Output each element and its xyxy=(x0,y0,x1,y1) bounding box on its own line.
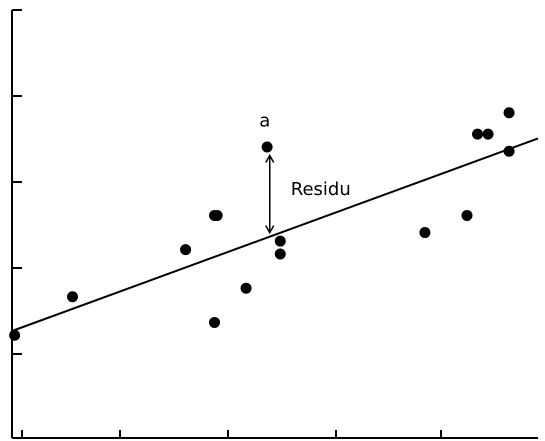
tick-marks xyxy=(12,9,442,438)
annotation-layer: a Residu xyxy=(259,110,351,199)
regression-line xyxy=(11,137,539,332)
data-point-6 xyxy=(209,316,221,328)
data-point-8 xyxy=(261,141,273,153)
data-point-15 xyxy=(503,107,515,119)
point-label-a: a xyxy=(259,110,270,131)
data-point-2 xyxy=(66,291,78,303)
data-point-16 xyxy=(503,145,515,157)
points-layer xyxy=(9,107,515,341)
data-point-3 xyxy=(180,244,192,256)
regression-layer xyxy=(11,137,539,332)
data-point-5 xyxy=(211,209,223,221)
data-point-12 xyxy=(461,209,473,221)
residual-label: Residu xyxy=(291,179,351,200)
data-point-14 xyxy=(482,128,494,140)
residual-arrow-up xyxy=(265,154,275,163)
data-point-13 xyxy=(472,128,484,140)
data-point-7 xyxy=(240,282,252,294)
residual-layer xyxy=(265,154,275,235)
data-point-10 xyxy=(274,248,286,260)
residual-arrow-down xyxy=(265,225,275,235)
data-point-1 xyxy=(9,329,21,341)
data-point-11 xyxy=(419,227,431,239)
data-point-9 xyxy=(274,235,286,247)
